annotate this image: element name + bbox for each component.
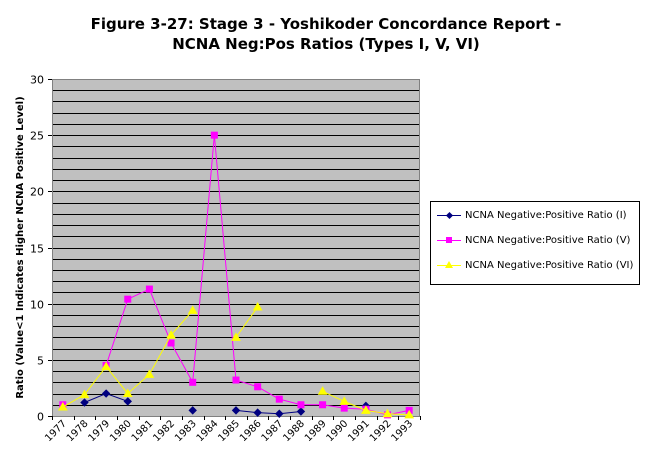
data-point <box>297 401 305 409</box>
series-line-segment <box>105 366 129 394</box>
data-point <box>124 295 132 303</box>
x-tick-label: 1990 <box>325 418 351 444</box>
data-point <box>232 376 240 384</box>
series-line-segment <box>84 366 107 395</box>
legend-label: NCNA Negative:Positive Ratio (I) <box>465 210 627 221</box>
data-point <box>57 402 68 411</box>
legend-swatch <box>437 209 461 222</box>
y-tick-label: 10 <box>30 299 44 312</box>
x-tick-label: 1987 <box>260 418 286 444</box>
series-line-segment <box>148 288 172 344</box>
series-line-segment <box>170 342 194 383</box>
series-line-segment <box>192 135 215 383</box>
series-line-segment <box>105 393 128 402</box>
y-tick-label: 20 <box>30 186 44 199</box>
x-tick-label: 1985 <box>216 418 242 444</box>
x-tick-label: 1988 <box>281 418 307 444</box>
data-point <box>275 409 284 418</box>
data-point <box>382 408 393 418</box>
series-line-segment <box>365 409 388 415</box>
series-line-segment <box>322 404 345 409</box>
x-tick-label: 1979 <box>86 418 112 444</box>
legend-item: NCNA Negative:Positive Ratio (I) <box>437 209 635 222</box>
legend-swatch <box>437 234 461 247</box>
data-point <box>404 409 415 419</box>
y-tick-label: 15 <box>30 243 44 256</box>
data-point <box>122 388 133 398</box>
series-1 <box>80 389 371 418</box>
x-tick-label: 1983 <box>173 418 199 444</box>
data-point <box>101 389 111 398</box>
series-line-segment <box>148 334 172 375</box>
series-line-segment <box>84 393 107 403</box>
legend-swatch <box>437 259 461 272</box>
x-tick-label: 1992 <box>368 418 394 444</box>
data-point <box>253 408 262 417</box>
data-point <box>145 285 153 293</box>
series-line-segment <box>105 299 129 366</box>
plot-border <box>52 79 420 417</box>
data-point <box>101 361 111 371</box>
y-axis-label: Ratio (Value<1 Indicates Higher NCNA Pos… <box>15 96 26 398</box>
x-tick-label: 1989 <box>303 418 329 444</box>
data-point <box>79 389 90 399</box>
series-line-segment <box>257 386 280 400</box>
x-tick-label: 1977 <box>43 418 69 444</box>
x-tick-label: 1991 <box>346 418 372 444</box>
chart-title: Figure 3-27: Stage 3 - Yoshikoder Concor… <box>90 15 562 33</box>
x-tick-labels: 1977197819791980198119821983198419851986… <box>43 418 415 444</box>
x-tick-label: 1978 <box>65 418 91 444</box>
series-line-segment <box>279 398 302 406</box>
data-point <box>123 397 132 406</box>
data-point <box>340 404 348 412</box>
data-point <box>252 302 263 311</box>
x-tick-label: 1980 <box>108 418 134 444</box>
x-tick-label: 1982 <box>151 418 177 444</box>
data-point <box>80 398 89 407</box>
series-line-segment <box>387 413 410 416</box>
data-point <box>144 369 155 378</box>
x-tick-label: 1986 <box>238 418 264 444</box>
data-point <box>317 386 328 395</box>
series-line-segment <box>235 379 258 388</box>
data-point <box>275 395 283 403</box>
x-tick-label: 1984 <box>195 418 221 444</box>
data-point <box>189 378 197 386</box>
data-point <box>166 330 176 339</box>
series-3 <box>57 302 415 419</box>
legend-label: NCNA Negative:Positive Ratio (VI) <box>465 260 634 271</box>
series-line-segment <box>170 310 194 336</box>
y-tick-label: 0 <box>37 411 44 424</box>
legend-item: NCNA Negative:Positive Ratio (V) <box>437 234 635 247</box>
x-tick-label: 1993 <box>390 418 416 444</box>
data-point <box>210 131 218 139</box>
axes <box>48 79 421 420</box>
data-point <box>167 339 175 347</box>
legend-item: NCNA Negative:Positive Ratio (VI) <box>437 259 635 272</box>
chart-subtitle: NCNA Neg:Pos Ratios (Types I, V, VI) <box>172 35 480 53</box>
series-line-segment <box>235 306 259 338</box>
legend: NCNA Negative:Positive Ratio (I) NCNA Neg… <box>430 201 640 285</box>
data-point <box>319 401 327 409</box>
y-tick-label: 25 <box>30 130 44 143</box>
data-point <box>231 406 241 415</box>
x-tick-label: 1981 <box>130 418 156 444</box>
gridlines <box>52 90 420 406</box>
legend-label: NCNA Negative:Positive Ratio (V) <box>465 235 631 246</box>
data-series <box>57 131 415 419</box>
data-point <box>188 406 197 415</box>
data-point <box>231 332 241 341</box>
y-tick-label: 30 <box>30 74 44 87</box>
data-point <box>187 305 198 314</box>
y-tick-labels: 0 5 10 15 20 25 30 <box>30 74 44 424</box>
data-point <box>339 396 350 405</box>
data-point <box>361 405 371 414</box>
y-tick-label: 5 <box>37 355 44 368</box>
data-point <box>296 407 306 416</box>
data-point <box>254 383 262 391</box>
series-line-segment <box>127 288 150 300</box>
